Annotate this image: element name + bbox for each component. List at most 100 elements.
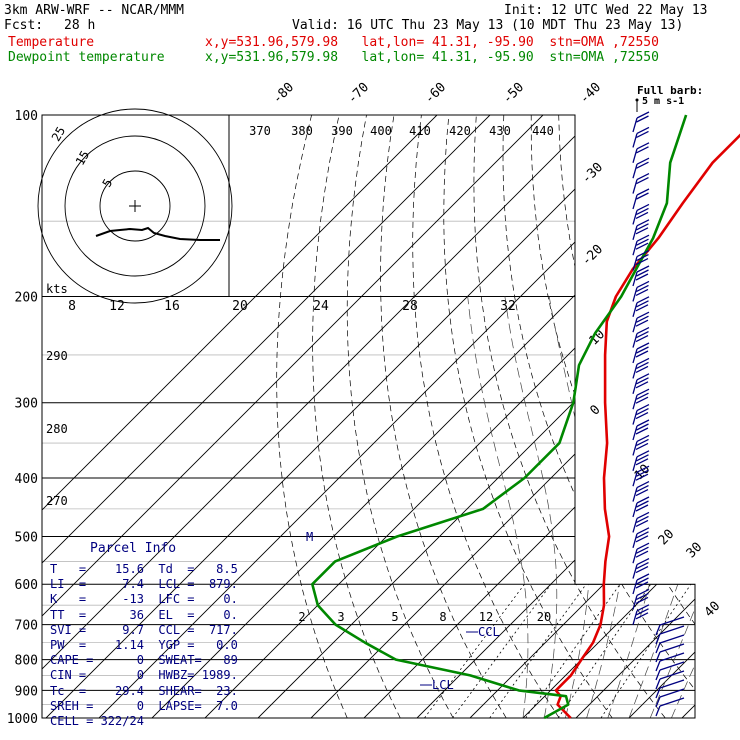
barb-flag [636,608,649,616]
barb-flag [635,304,649,312]
barb-flag [635,581,649,589]
barb-flag [636,454,649,462]
barb-staff [632,287,638,302]
barb-flag [636,434,650,442]
isotherm-label: 30 [684,540,706,562]
hodograph-ring-label: 15 [73,148,92,168]
barb-staff [632,518,638,533]
barb-flag [635,211,649,219]
barb-staff [632,194,638,210]
pressure-label: 800 [15,654,38,669]
barb-flag [635,350,649,358]
barb-flag [636,346,649,354]
barb-flag [635,288,649,296]
barb-flag [635,396,649,404]
barb-flag [636,315,649,323]
barb-flag [659,697,685,707]
barb-flag [635,489,649,497]
barb-flag [636,250,650,258]
pressure-label: 300 [15,397,38,412]
barb-flag [636,203,650,211]
dry-adiabat-280 [380,115,507,718]
barb-staff [632,364,638,379]
barb-staff [655,678,661,690]
barb-staff [632,271,638,287]
model-title: 3km ARW-WRF -- NCAR/MMM [4,3,185,18]
hodograph-units-label: kts [46,282,68,296]
hodograph-trace [95,226,220,241]
barb-staff [632,348,638,364]
barb-staff [655,624,661,636]
barb-flag [635,242,649,250]
barb-key-label: Full barb: [637,84,703,97]
barb-staff [632,472,638,487]
isotherm-label: -60 [422,80,449,107]
barb-flag [636,265,650,273]
barb-flag [635,365,649,373]
isotherm-label: -30 [579,160,606,187]
barb-flag [635,473,649,481]
barb-flag [635,442,649,450]
barb-flag [636,388,650,396]
theta-label: 290 [46,349,68,363]
barb-staff [632,395,638,410]
barb-flag [659,625,685,635]
barb-flag [636,331,649,339]
theta-label: 370 [249,124,271,138]
barb-staff [632,379,638,394]
isotherm-label: 40 [702,599,724,621]
temperature-location-info: x,y=531.96,579.98 lat,lon= 41.31, -95.90… [205,35,659,50]
parcel-info-row: TT = 36 EL = 0. [50,607,238,622]
barb-flag [636,542,650,550]
barb-staff [632,456,638,471]
parcel-info-row: SVI = 9.7 CCL = 717. [50,622,238,637]
barb-flag [636,173,650,181]
theta-label: 430 [489,124,511,138]
forecast-label: Fcst: [4,18,44,33]
mixing-ratio-label: 20 [537,610,551,624]
isotherm--90 [42,115,597,718]
hodograph-speed-tick: 24 [313,299,329,314]
dewpoint-legend-label: Dewpoint temperature [8,50,165,65]
isotherm-label: -50 [500,80,527,107]
mixing-ratio-label: 3 [337,610,344,624]
parcel-info-row: CAPE = 0 SWEAT= 89 [50,653,238,668]
barb-staff [632,610,638,625]
temperature-legend-label: Temperature [8,35,95,50]
barb-staff [632,441,638,456]
barb-staff [632,425,638,441]
hodograph-speed-tick: 12 [109,299,125,314]
isotherm--30 [310,115,695,718]
mixing-ratio-line-20 [600,583,692,718]
barb-flag [635,335,649,343]
dry-adiabat-260 [312,115,401,718]
barb-flag [636,377,649,385]
barb-flag [636,404,650,412]
barb-staff [632,533,638,548]
barb-flag [636,604,650,612]
pressure-label: 1000 [7,712,38,727]
parcel-info-row: Tc = 29.4 SHEAR= 23. [50,683,238,698]
barb-staff [632,179,638,194]
hodograph-ring-1 [99,170,171,242]
barb-flag [636,588,650,596]
parcel-info-row: PW = 1.14 YGP = 0.0 [50,638,238,653]
isotherm-10 [522,115,695,718]
barb-flag [636,177,649,185]
barb-flag [635,412,649,420]
barb-flag [636,450,650,458]
dewpoint-location-info: x,y=531.96,579.98 lat,lon= 41.31, -95.90… [205,50,659,65]
mixing-ratio-line-2 [424,583,525,718]
barb-flag [636,515,649,523]
barb-staff [655,696,661,708]
barb-flag [635,504,649,512]
barb-flag [636,511,650,519]
barb-flag [636,327,650,335]
isotherm-0 [469,115,695,718]
barb-flag [635,258,649,266]
barb-flag [636,577,649,585]
barb-flag [636,357,650,365]
mixing-ratio-line-8 [525,583,621,718]
barb-flag [636,438,649,446]
barb-flag [636,408,649,416]
